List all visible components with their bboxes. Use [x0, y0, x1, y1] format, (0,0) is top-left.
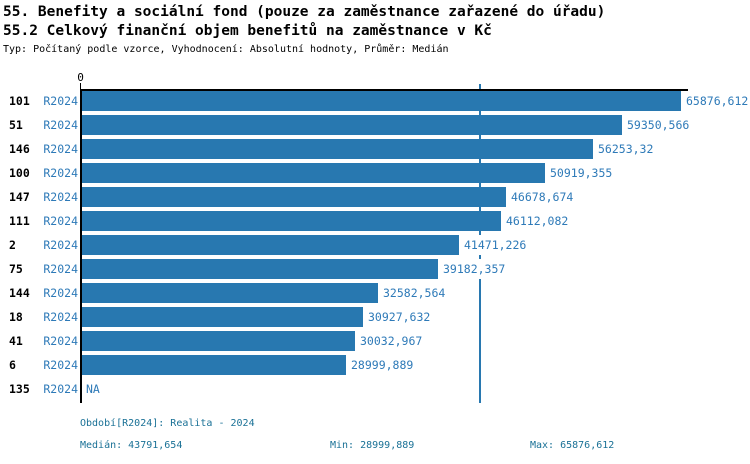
- chart-row: 101 R2024 65876,612: [0, 91, 750, 111]
- chart-row: 147 R2024 46678,674: [0, 187, 750, 207]
- row-category-label: 2: [9, 238, 16, 252]
- bar-value-label: 41471,226: [463, 235, 528, 255]
- value-bar: [82, 211, 501, 231]
- row-period-label: R2024: [43, 190, 78, 204]
- value-bar: [82, 235, 459, 255]
- row-category-label: 100: [9, 166, 30, 180]
- row-category-label: 101: [9, 94, 30, 108]
- period-label: Období[R2024]: Realita - 2024: [80, 418, 255, 429]
- row-category-label: 75: [9, 262, 23, 276]
- row-category-label: 135: [9, 382, 30, 396]
- max-stat: Max: 65876,612: [530, 440, 615, 451]
- row-category-label: 18: [9, 310, 23, 324]
- bar-value-label: 50919,355: [549, 163, 614, 183]
- row-period-label: R2024: [43, 118, 78, 132]
- chart-row: 146 R2024 56253,32: [0, 139, 750, 159]
- row-category-label: 111: [9, 214, 30, 228]
- x-axis-zero-label: 0: [77, 71, 84, 84]
- bar-value-label: 28999,889: [350, 355, 415, 375]
- bar-value-label: 39182,357: [442, 259, 507, 279]
- report-title-line2: 55.2 Celkový finanční objem benefitů na …: [3, 23, 492, 39]
- value-bar: [82, 283, 378, 303]
- value-bar: [82, 259, 438, 279]
- value-bar: [82, 307, 363, 327]
- value-bar: [82, 91, 681, 111]
- chart-row: 51 R2024 59350,566: [0, 115, 750, 135]
- value-bar: [82, 331, 355, 351]
- row-period-label: R2024: [43, 214, 78, 228]
- min-stat: Min: 28999,889: [330, 440, 415, 451]
- bar-value-label: 46678,674: [510, 187, 575, 207]
- y-axis-line: [80, 89, 82, 403]
- chart-row: 41 R2024 30032,967: [0, 331, 750, 351]
- report-meta: Typ: Počítaný podle vzorce, Vyhodnocení:…: [3, 44, 449, 55]
- chart-row: 6 R2024 28999,889: [0, 355, 750, 375]
- bar-value-label: 30032,967: [359, 331, 424, 351]
- row-category-label: 147: [9, 190, 30, 204]
- row-period-label: R2024: [43, 238, 78, 252]
- row-category-label: 41: [9, 334, 23, 348]
- row-period-label: R2024: [43, 310, 78, 324]
- row-category-label: 6: [9, 358, 16, 372]
- row-period-label: R2024: [43, 262, 78, 276]
- row-period-label: R2024: [43, 94, 78, 108]
- row-period-label: R2024: [43, 166, 78, 180]
- bar-value-label: 65876,612: [685, 91, 750, 111]
- value-bar: [82, 163, 545, 183]
- chart-row: 100 R2024 50919,355: [0, 163, 750, 183]
- row-period-label: R2024: [43, 334, 78, 348]
- median-stat: Medián: 43791,654: [80, 440, 183, 451]
- row-period-label: R2024: [43, 286, 78, 300]
- row-category-label: 51: [9, 118, 23, 132]
- row-period-label: R2024: [43, 358, 78, 372]
- chart-row: 135 R2024 NA: [0, 379, 750, 399]
- row-period-label: R2024: [43, 142, 78, 156]
- bar-value-label: 46112,082: [505, 211, 570, 231]
- value-bar: [82, 187, 506, 207]
- x-axis-zero-tick: [80, 83, 81, 90]
- chart-row: 18 R2024 30927,632: [0, 307, 750, 327]
- row-category-label: 144: [9, 286, 30, 300]
- chart-row: 75 R2024 39182,357: [0, 259, 750, 279]
- row-category-label: 146: [9, 142, 30, 156]
- chart-row: 111 R2024 46112,082: [0, 211, 750, 231]
- bar-value-label: 32582,564: [382, 283, 447, 303]
- value-bar: [82, 139, 593, 159]
- chart-row: 144 R2024 32582,564: [0, 283, 750, 303]
- report-title-line1: 55. Benefity a sociální fond (pouze za z…: [3, 4, 606, 20]
- x-axis-line: [80, 89, 688, 91]
- value-bar: [82, 355, 346, 375]
- value-bar: [82, 115, 622, 135]
- bar-value-label: 30927,632: [367, 307, 432, 327]
- row-period-label: R2024: [43, 382, 78, 396]
- bar-value-label: 56253,32: [597, 139, 655, 159]
- bar-na-label: NA: [85, 379, 101, 399]
- bar-value-label: 59350,566: [626, 115, 691, 135]
- chart-row: 2 R2024 41471,226: [0, 235, 750, 255]
